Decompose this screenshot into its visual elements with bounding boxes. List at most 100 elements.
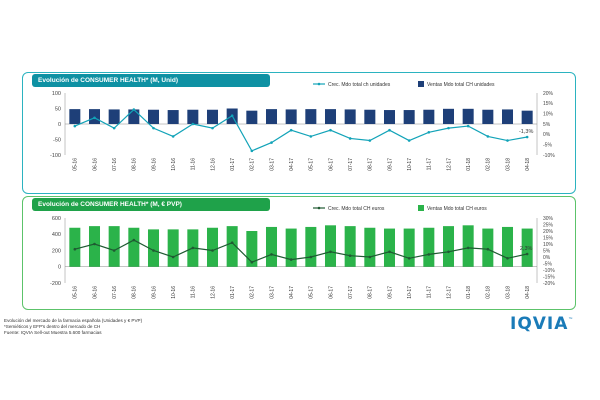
bar — [501, 109, 514, 124]
units-chart: 100 50 0 -50 -100 20% 15% 10% 5% 0% -5% -10% 05-16 06… — [50, 81, 555, 171]
x-tick-label: 05-16 — [73, 158, 79, 171]
logo-trademark: ™ — [568, 315, 573, 321]
growth-point — [348, 137, 352, 140]
growth-point — [466, 246, 470, 250]
growth-point — [112, 126, 116, 130]
growth-point — [486, 247, 490, 251]
y2-tick-label: -10% — [543, 268, 555, 274]
growth-line — [74, 239, 528, 263]
growth-point — [486, 135, 490, 138]
growth-point — [525, 135, 529, 139]
growth-point — [73, 247, 77, 251]
bar — [69, 109, 81, 124]
bar — [285, 109, 297, 124]
growth-point — [230, 241, 234, 244]
y-tick-label: -100 — [50, 153, 61, 159]
x-tick-label: 11-16 — [191, 158, 197, 171]
growth-point — [329, 250, 332, 254]
bar — [305, 226, 317, 267]
bar — [226, 226, 238, 267]
y2-tick-label: 10% — [543, 242, 554, 248]
x-tick-label: 09-16 — [151, 158, 157, 171]
bar — [442, 226, 455, 267]
y-tick-label: 600 — [52, 216, 61, 222]
legend-bar-label: Ventas Mdo total CH unidades — [427, 82, 495, 88]
bar — [324, 109, 337, 124]
x-tick-label: 08-17 — [368, 158, 374, 171]
growth-point — [525, 252, 529, 256]
growth-point — [348, 254, 352, 257]
x-tick-label: 09-17 — [387, 158, 393, 171]
x-tick-label: 05-17 — [309, 158, 315, 171]
growth-point — [368, 255, 372, 259]
x-tick-label: 06-16 — [92, 158, 98, 171]
y2-tick-label: -5% — [543, 142, 552, 148]
x-tick-label: 07-16 — [112, 286, 118, 299]
bar — [305, 109, 317, 124]
units-chart-panel: Evolución de CONSUMER HEALTH* (M, Unid) … — [22, 72, 576, 194]
y2-tick-label: 20% — [543, 91, 554, 97]
legend-bar-swatch — [418, 205, 424, 211]
x-tick-label: 10-17 — [407, 286, 413, 299]
growth-point — [309, 255, 313, 259]
bar — [364, 227, 376, 267]
growth-point — [112, 249, 116, 252]
growth-point — [211, 249, 214, 252]
bar — [344, 109, 356, 124]
x-tick-label: 10-16 — [171, 158, 177, 171]
y2-tick-label: -20% — [543, 281, 555, 287]
bar — [108, 226, 120, 267]
growth-point — [211, 126, 214, 130]
bar — [442, 108, 455, 124]
x-tick-label: 08-16 — [132, 286, 138, 299]
x-tick-label: 04-17 — [289, 286, 295, 299]
growth-point — [427, 130, 431, 134]
x-tick-label: 03-17 — [269, 286, 275, 299]
y2-tick-label: 20% — [543, 229, 554, 235]
x-tick-label: 06-17 — [328, 286, 334, 299]
footer-note-2: *Semiéticos y EFP's dentro del mercado d… — [4, 324, 101, 329]
growth-point — [388, 128, 391, 132]
last-value-label: -1,3% — [519, 129, 533, 135]
y-tick-label: 400 — [52, 232, 61, 238]
x-tick-label: 01-17 — [230, 286, 236, 299]
bar — [108, 109, 120, 124]
x-tick-label: 12-16 — [210, 158, 216, 171]
x-tick-label: 07-17 — [348, 286, 354, 299]
x-tick-label: 02-18 — [486, 286, 492, 299]
x-tick-label: 11-17 — [427, 158, 433, 171]
x-tick-label: 11-16 — [191, 286, 197, 299]
y2-tick-label: 0% — [543, 132, 551, 138]
x-tick-label: 12-17 — [446, 158, 452, 171]
x-tick-label: 04-18 — [525, 158, 531, 171]
bar — [128, 109, 140, 124]
y2-tick-label: 0% — [543, 255, 551, 261]
legend-line-label: Crec. Mdo total ch unidades — [328, 82, 391, 88]
bar — [344, 226, 356, 267]
growth-point — [132, 108, 136, 111]
bar — [462, 225, 474, 267]
bar — [285, 228, 297, 267]
y-tick-label: 200 — [52, 248, 61, 254]
bar — [423, 227, 435, 267]
bar — [206, 109, 219, 124]
y2-tick-label: 5% — [543, 122, 551, 128]
x-tick-label: 07-17 — [348, 158, 354, 171]
growth-point — [407, 257, 411, 260]
y2-tick-label: -5% — [543, 261, 552, 267]
growth-point — [289, 258, 293, 261]
x-tick-label: 02-17 — [250, 158, 256, 171]
bar — [482, 109, 494, 124]
y-tick-label: 50 — [55, 106, 61, 112]
growth-point — [447, 126, 450, 130]
x-tick-label: 10-16 — [171, 286, 177, 299]
growth-point — [191, 122, 195, 126]
x-tick-label: 01-18 — [466, 286, 472, 299]
bar — [324, 225, 337, 267]
x-tick-label: 01-17 — [230, 158, 236, 171]
bar — [383, 228, 396, 267]
bar — [423, 109, 435, 124]
bar — [246, 110, 258, 124]
bar — [403, 110, 415, 124]
growth-point — [171, 255, 175, 259]
